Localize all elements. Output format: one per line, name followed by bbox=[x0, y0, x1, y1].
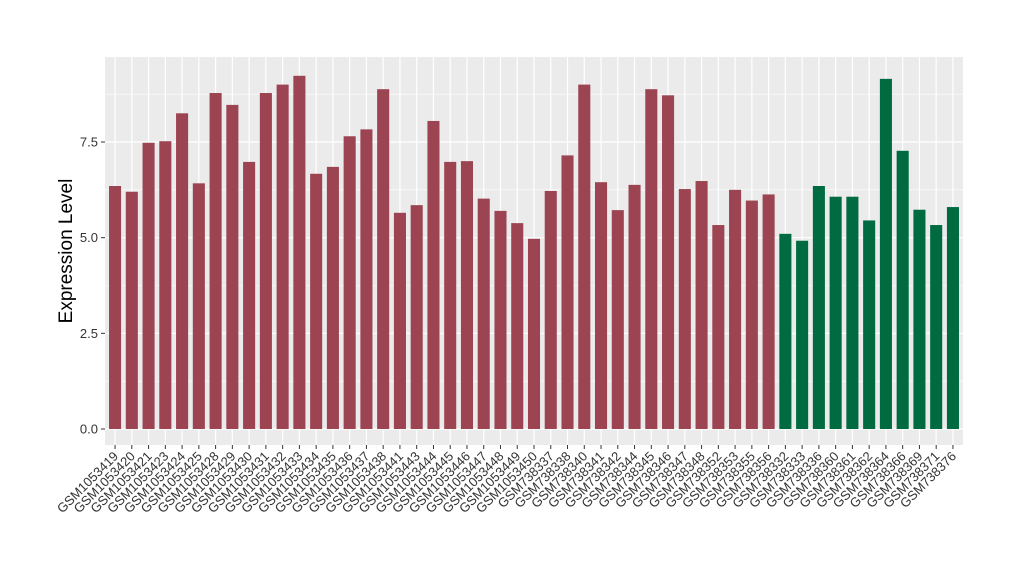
y-axis-title: Expression Level bbox=[56, 179, 77, 324]
bar-GSM738338 bbox=[561, 155, 574, 430]
bar-GSM1053445 bbox=[444, 161, 457, 429]
bar-GSM1053446 bbox=[460, 161, 474, 429]
bar-GSM1053425 bbox=[192, 183, 205, 429]
bar-GSM738337 bbox=[544, 190, 557, 429]
bar-GSM738376 bbox=[946, 207, 959, 429]
bar-GSM1053419 bbox=[109, 186, 122, 429]
bar-GSM738332 bbox=[779, 233, 792, 429]
bar-GSM738336 bbox=[812, 186, 825, 429]
y-tick-label: 0.0 bbox=[80, 422, 98, 437]
bar-GSM738369 bbox=[913, 209, 926, 429]
bar-GSM738371 bbox=[930, 225, 943, 429]
bar-GSM1053434 bbox=[310, 173, 323, 429]
bar-GSM738352 bbox=[712, 225, 725, 429]
bar-GSM1053433 bbox=[293, 75, 306, 429]
bar-GSM1053421 bbox=[142, 142, 155, 430]
y-tick-label: 7.5 bbox=[80, 135, 98, 150]
bar-GSM738353 bbox=[729, 189, 742, 429]
bar-GSM1053423 bbox=[159, 141, 172, 429]
bar-GSM738340 bbox=[578, 84, 591, 429]
bar-GSM1053432 bbox=[276, 84, 289, 429]
bar-GSM738366 bbox=[896, 150, 909, 429]
bar-GSM738342 bbox=[611, 210, 624, 429]
bar-GSM1053430 bbox=[243, 161, 256, 429]
bar-GSM738344 bbox=[628, 184, 641, 429]
y-tick-label: 5.0 bbox=[80, 230, 98, 245]
bar-GSM738364 bbox=[879, 78, 892, 430]
bars bbox=[109, 75, 959, 430]
x-axis: GSM1053419GSM1053420GSM1053421GSM1053423… bbox=[54, 445, 959, 516]
bar-GSM1053443 bbox=[410, 205, 423, 429]
bar-GSM1053450 bbox=[527, 238, 541, 429]
bar-GSM738355 bbox=[745, 200, 758, 429]
bar-GSM738360 bbox=[829, 196, 842, 429]
bar-GSM1053437 bbox=[360, 129, 373, 429]
bar-GSM738345 bbox=[645, 89, 658, 429]
bar-GSM1053449 bbox=[511, 223, 524, 429]
bar-GSM1053420 bbox=[125, 191, 138, 429]
bar-GSM738348 bbox=[695, 181, 708, 429]
bar-GSM738362 bbox=[863, 220, 876, 429]
bar-GSM1053448 bbox=[494, 210, 507, 429]
bar-GSM738333 bbox=[796, 240, 809, 429]
bar-GSM1053429 bbox=[226, 104, 239, 429]
bar-GSM1053436 bbox=[343, 136, 356, 429]
bar-GSM1053438 bbox=[377, 89, 390, 429]
bar-GSM1053435 bbox=[326, 166, 339, 429]
bar-GSM1053428 bbox=[209, 93, 222, 429]
bar-GSM1053447 bbox=[477, 198, 490, 429]
bar-GSM1053431 bbox=[259, 93, 272, 429]
bar-GSM1053441 bbox=[393, 212, 406, 429]
bar-GSM738361 bbox=[846, 196, 859, 429]
bar-GSM738346 bbox=[662, 95, 675, 429]
bar-GSM738356 bbox=[762, 194, 775, 429]
bar-GSM1053424 bbox=[176, 113, 189, 430]
y-axis: 0.0 2.5 5.0 7.5 bbox=[80, 135, 105, 437]
bar-GSM738341 bbox=[594, 182, 608, 429]
bar-GSM1053444 bbox=[427, 120, 440, 429]
bar-GSM738347 bbox=[678, 189, 691, 429]
y-tick-label: 2.5 bbox=[80, 326, 98, 341]
